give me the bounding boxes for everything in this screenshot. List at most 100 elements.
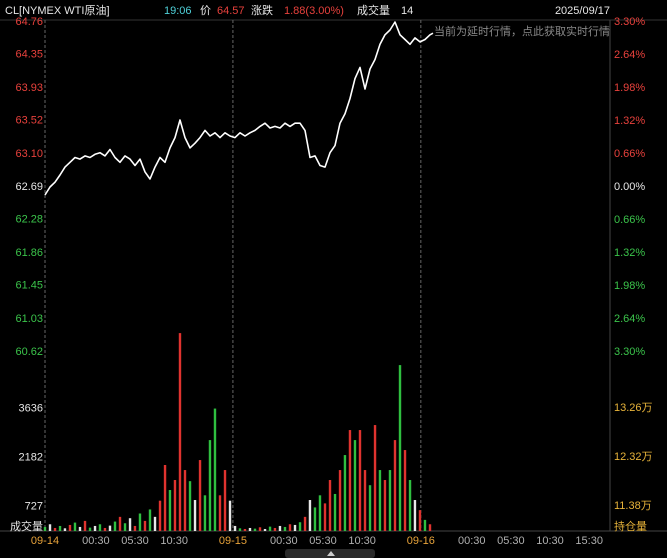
y2-tick-label: 1.32%	[614, 115, 645, 127]
volume-bar	[333, 493, 337, 531]
volume-bar	[283, 526, 287, 531]
volume-bar	[273, 527, 277, 531]
volume-bar	[153, 516, 157, 531]
volume-bar	[148, 509, 152, 531]
x-tick-label: 00:30	[270, 535, 298, 547]
volume-bar	[343, 455, 347, 531]
open-interest-tick-label: 12.32万	[614, 451, 653, 463]
y-tick-label: 64.35	[15, 49, 43, 61]
volume-bar	[208, 440, 212, 531]
volume-bar	[248, 527, 252, 531]
change: 1.88(3.00%)	[284, 5, 344, 17]
volume-bar	[413, 500, 417, 531]
volume-bar	[118, 516, 122, 531]
volume-tick-label: 727	[25, 500, 43, 512]
volume-bar	[133, 525, 137, 531]
volume-bar	[213, 408, 217, 531]
volume-bar	[423, 519, 427, 531]
volume-bar	[363, 470, 367, 531]
volume-bar	[93, 525, 97, 531]
volume-bar	[383, 480, 387, 531]
volume-bar	[228, 500, 232, 531]
y2-tick-label: 0.66%	[614, 148, 645, 160]
y2-tick-label: 2.64%	[614, 49, 645, 61]
volume-bar	[63, 528, 67, 531]
volume-bar	[43, 526, 47, 531]
volume-bar	[378, 470, 382, 531]
x-tick-label: 10:30	[348, 535, 376, 547]
volume-bar	[348, 430, 352, 531]
x-tick-label: 09-15	[219, 535, 247, 547]
volume-bar	[278, 525, 282, 531]
volume-bar	[353, 440, 357, 531]
volume-bar	[388, 470, 392, 531]
delay-notice[interactable]: 当前为延时行情，点此获取实时行情	[434, 24, 610, 38]
volume-bar	[123, 523, 127, 531]
volume-bar	[373, 425, 377, 531]
volume-bar	[183, 470, 187, 531]
volume-bar	[303, 516, 307, 531]
x-tick-label: 15:30	[575, 535, 603, 547]
volume-bar	[318, 495, 322, 531]
volume-bar	[98, 524, 102, 531]
y2-tick-label: 0.66%	[614, 214, 645, 226]
volume-bar	[88, 527, 92, 531]
x-tick-label: 05:30	[497, 535, 525, 547]
y2-tick-label: 1.98%	[614, 280, 645, 292]
volume-bar	[263, 528, 267, 531]
y2-tick-label: 0.00%	[614, 181, 645, 193]
y2-tick-label: 1.98%	[614, 82, 645, 94]
x-tick-label: 10:30	[536, 535, 564, 547]
y-tick-label: 61.45	[15, 280, 43, 292]
volume-bar	[193, 500, 197, 531]
volume-bar	[83, 520, 87, 531]
volume-bar	[268, 526, 272, 531]
volume-bar	[293, 524, 297, 531]
x-tick-label: 00:30	[458, 535, 486, 547]
volume-bar	[218, 495, 222, 531]
price-label: 价	[200, 4, 211, 17]
volume-bar	[298, 522, 302, 531]
x-tick-label: 09-14	[31, 535, 59, 547]
volume-bar	[143, 520, 147, 531]
volume-bar	[393, 440, 397, 531]
volume-bar	[78, 526, 82, 531]
volume-bar	[73, 522, 77, 531]
volume-bar	[258, 527, 262, 531]
volume-bar	[418, 510, 422, 531]
volume-bar	[168, 490, 172, 531]
volume-tick-label: 3636	[19, 402, 43, 414]
volume: 14	[401, 5, 413, 17]
x-tick-label: 00:30	[82, 535, 110, 547]
symbol: CL[NYMEX WTI原油]	[5, 3, 110, 17]
open-interest-tick-label: 11.38万	[614, 500, 652, 512]
volume-bar	[308, 500, 312, 531]
y-tick-label: 62.69	[15, 181, 43, 193]
volume-axis-title: 成交量	[10, 519, 43, 533]
volume-bar	[48, 524, 52, 531]
change-label: 涨跌	[251, 3, 273, 17]
scroll-handle[interactable]	[327, 551, 335, 556]
volume-bar	[203, 495, 207, 531]
volume-bar	[323, 503, 327, 531]
volume-bar	[253, 528, 257, 531]
x-tick-label: 10:30	[160, 535, 188, 547]
y-tick-label: 63.93	[15, 82, 43, 94]
x-tick-label: 05:30	[121, 535, 149, 547]
volume-bar	[338, 470, 342, 531]
volume-bar	[243, 528, 247, 531]
volume-bar	[428, 524, 432, 531]
volume-bar	[103, 527, 107, 531]
y2-tick-label: 2.64%	[614, 313, 645, 325]
y2-tick-label: 1.32%	[614, 247, 645, 259]
volume-bar	[358, 430, 362, 531]
volume-bar	[158, 500, 162, 531]
volume-bar	[313, 507, 317, 531]
volume-bar	[403, 450, 407, 531]
volume-bar	[198, 460, 202, 531]
open-interest-axis-title: 持仓量	[614, 519, 647, 533]
y-tick-label: 63.52	[15, 115, 43, 127]
y-tick-label: 64.76	[15, 16, 43, 28]
volume-bar	[398, 365, 402, 531]
